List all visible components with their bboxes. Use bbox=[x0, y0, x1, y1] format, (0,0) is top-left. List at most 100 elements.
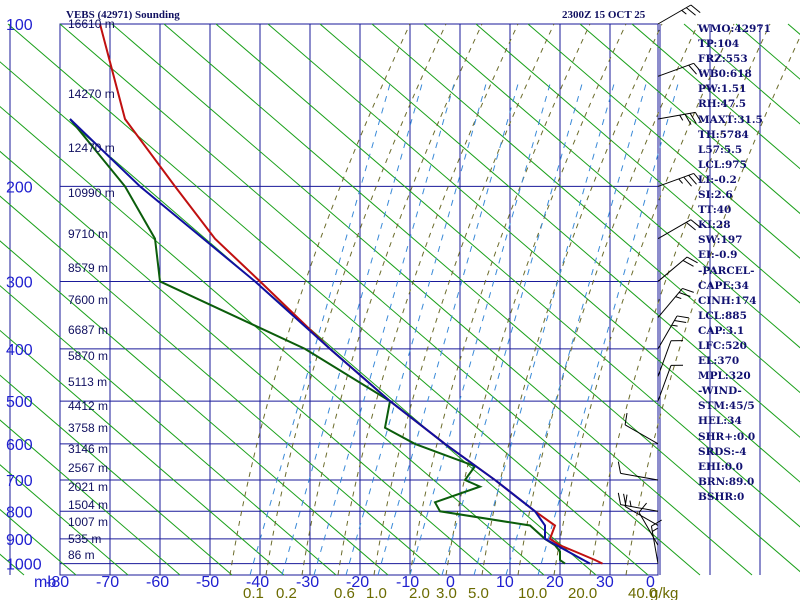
wind-barb-staff bbox=[657, 288, 683, 318]
height-label: 10990 m bbox=[68, 186, 115, 200]
stat-item: EL:370 bbox=[698, 355, 740, 368]
pressure-tick-900: 900 bbox=[6, 532, 33, 549]
moist-adiabat bbox=[517, 23, 699, 576]
wind-barb-200 bbox=[657, 172, 702, 187]
wind-barb-flag bbox=[682, 287, 694, 293]
wind-barb-flag bbox=[617, 461, 622, 474]
wind-barb-flag bbox=[674, 320, 687, 323]
temperature-tick-10: 10 bbox=[496, 574, 514, 591]
pressure-tick-600: 600 bbox=[6, 437, 33, 454]
plot-frame bbox=[59, 23, 659, 576]
wind-barb-600 bbox=[624, 412, 659, 445]
wind-barb-staff bbox=[624, 424, 659, 445]
mixing-ratio-label: 0.2 bbox=[276, 585, 297, 600]
stat-item: LCL:885 bbox=[698, 309, 747, 322]
stat-item: L57:5.5 bbox=[698, 143, 743, 156]
stat-item: -WIND- bbox=[698, 385, 742, 398]
stat-item: TH:5784 bbox=[698, 128, 749, 141]
wind-barb-150 bbox=[657, 111, 702, 125]
stat-item: LFC:520 bbox=[698, 339, 747, 352]
wind-barb-flag bbox=[679, 114, 684, 121]
wind-barb-flag bbox=[671, 324, 678, 327]
stat-item: HEL:34 bbox=[698, 415, 742, 428]
temperature-tick--20: -20 bbox=[346, 574, 369, 591]
stat-item: CAPE:34 bbox=[698, 279, 749, 292]
moist-adiabat bbox=[481, 23, 663, 576]
mixing-ratio-label: 40.0 bbox=[628, 585, 657, 600]
wind-barb-flag bbox=[684, 114, 692, 125]
stat-item: WMO:42971 bbox=[698, 23, 771, 35]
height-label: 1504 m bbox=[68, 498, 108, 512]
height-label: 4412 m bbox=[68, 399, 108, 413]
wind-barb-flag bbox=[681, 9, 687, 15]
wind-barb-1000 bbox=[650, 519, 662, 564]
pressure-tick-800: 800 bbox=[6, 504, 33, 521]
mixing-ratio-line bbox=[441, 83, 583, 576]
height-label: 5113 m bbox=[68, 375, 107, 389]
wind-barb-flag bbox=[683, 176, 692, 187]
wind-barb-staff bbox=[657, 365, 672, 402]
height-label: 9710 m bbox=[68, 227, 108, 241]
dry-adiabat bbox=[0, 374, 233, 576]
sounding-profiles bbox=[69, 23, 603, 565]
height-label: 16610 m bbox=[68, 17, 115, 31]
stat-item: -PARCEL- bbox=[698, 264, 755, 277]
height-label: 2021 m bbox=[68, 480, 108, 494]
stat-item: RH:47.5 bbox=[698, 98, 747, 111]
height-label: 535 m bbox=[68, 532, 101, 546]
stat-item: FRZ:553 bbox=[698, 53, 748, 66]
dry-adiabat bbox=[0, 285, 337, 576]
height-label: 5870 m bbox=[68, 349, 108, 363]
wind-barbs bbox=[617, 4, 702, 564]
wind-barb-staff bbox=[650, 526, 659, 564]
temperature-tick-40: 0 bbox=[646, 574, 655, 591]
temperature-tick--50: -50 bbox=[196, 574, 219, 591]
wind-barb-staff bbox=[620, 472, 659, 481]
stat-item: SW:197 bbox=[698, 234, 743, 247]
stat-item: WB0:618 bbox=[698, 68, 752, 81]
stat-item: SHR+:0.0 bbox=[698, 430, 756, 443]
stat-item: STM:45/5 bbox=[698, 400, 755, 413]
dry-adiabat bbox=[111, 23, 753, 576]
wind-barb-flag bbox=[688, 64, 697, 75]
moist-adiabat bbox=[589, 23, 771, 576]
wind-barb-flag bbox=[617, 492, 622, 505]
temperature-tick--40: -40 bbox=[246, 574, 269, 591]
moist-adiabat bbox=[553, 23, 735, 576]
stat-item: EHI:0.0 bbox=[698, 460, 743, 473]
wind-barb-flag bbox=[689, 113, 697, 124]
mixing-ratio-label: 2.0 bbox=[409, 585, 430, 600]
wind-barb-flag bbox=[678, 178, 684, 184]
wind-barb-flag bbox=[624, 412, 628, 425]
temperature-tick-30: 30 bbox=[596, 574, 614, 591]
height-label: 86 m bbox=[68, 548, 95, 562]
height-label: 2567 m bbox=[68, 461, 108, 475]
wind-barb-flag bbox=[694, 112, 702, 123]
dry-adiabat bbox=[683, 23, 800, 125]
wind-barb-450 bbox=[657, 340, 684, 377]
temperature-tick--60: -60 bbox=[146, 574, 169, 591]
temperature-tick--70: -70 bbox=[96, 574, 119, 591]
stat-item: CINH:174 bbox=[698, 294, 757, 307]
wind-barb-staff bbox=[657, 62, 694, 77]
pressure-tick-1000: 1000 bbox=[6, 557, 42, 574]
pressure-tick-300: 300 bbox=[6, 274, 33, 291]
mixing-ratio-line bbox=[473, 83, 615, 576]
wind-barb-flag bbox=[685, 221, 696, 231]
moist-adiabat bbox=[265, 23, 447, 576]
dry-adiabat bbox=[0, 105, 545, 576]
stat-item: TT:40 bbox=[698, 204, 732, 217]
mixing-ratio-label: 10.0 bbox=[518, 585, 547, 600]
dry-adiabat bbox=[0, 329, 285, 576]
temperature-tick--10: -10 bbox=[396, 574, 419, 591]
mixing-ratio-line bbox=[313, 83, 455, 576]
wind-barb-flag bbox=[676, 315, 689, 319]
mixing-ratio-line bbox=[345, 83, 487, 576]
wind-barb-staff bbox=[638, 512, 659, 546]
temperature-tick-20: 20 bbox=[546, 574, 564, 591]
mixing-ratio-line bbox=[409, 83, 551, 576]
stat-item: KI:28 bbox=[698, 219, 731, 232]
dry-adiabat bbox=[527, 23, 800, 259]
pressure-tick-700: 700 bbox=[6, 473, 33, 490]
stat-item: BSHR:0 bbox=[698, 490, 745, 503]
